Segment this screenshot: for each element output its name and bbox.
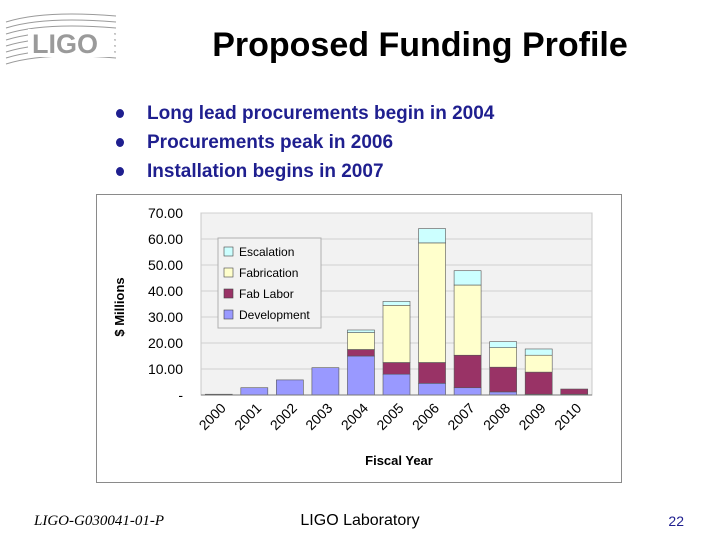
bar-segment-development-2006 xyxy=(418,383,446,396)
bullet-list: Long lead procurements begin in 2004 Pro… xyxy=(112,99,494,186)
y-tick-label: 30.00 xyxy=(148,309,183,325)
bullet-text: Long lead procurements begin in 2004 xyxy=(147,103,495,124)
x-tick-label: 2004 xyxy=(338,400,371,433)
y-tick-label: 60.00 xyxy=(148,231,183,247)
bullet-item: Installation begins in 2007 xyxy=(112,157,494,186)
y-tick-label: 40.00 xyxy=(148,283,183,299)
bullet-item: Procurements peak in 2006 xyxy=(112,128,494,157)
bullet-dot-icon xyxy=(116,167,124,176)
legend-label: Development xyxy=(239,308,310,322)
bar-segment-escalation-2009 xyxy=(524,348,553,356)
y-tick-label: 10.00 xyxy=(148,361,183,377)
bullet-item: Long lead procurements begin in 2004 xyxy=(112,99,494,128)
y-tick-label: 70.00 xyxy=(148,205,183,221)
bar-segment-development-2003 xyxy=(311,367,340,396)
bar-segment-escalation-2004 xyxy=(347,329,375,333)
bar-segment-fabrication-2008 xyxy=(489,347,517,368)
legend-label: Fab Labor xyxy=(239,287,294,301)
legend-swatch xyxy=(223,246,234,257)
bar-segment-fabrication-2009 xyxy=(524,354,553,373)
legend-swatch xyxy=(223,267,234,278)
x-tick-label: 2005 xyxy=(373,400,406,433)
slide-title: Proposed Funding Profile xyxy=(212,26,628,64)
bar-segment-fab-labor-2005 xyxy=(382,362,411,375)
document-id: LIGO-G030041-01-P xyxy=(34,513,164,529)
x-tick-label: 2009 xyxy=(515,400,548,433)
bullet-dot-icon xyxy=(116,138,124,147)
bar-segment-development-2004 xyxy=(347,355,375,396)
bar-segment-fab-labor-2004 xyxy=(347,349,375,357)
legend-label: Escalation xyxy=(239,245,294,259)
funding-chart: Escalation Fabrication Fab Labor Developmen… xyxy=(96,194,622,483)
x-tick-label: 2008 xyxy=(480,400,513,433)
legend-label: Fabrication xyxy=(239,266,298,280)
x-tick-label: 2006 xyxy=(409,400,442,433)
bar-segment-fab-labor-2008 xyxy=(489,366,517,393)
legend-swatch xyxy=(223,288,234,299)
organization-name: LIGO Laboratory xyxy=(300,512,420,529)
bullet-text: Procurements peak in 2006 xyxy=(147,132,394,153)
y-tick-label: 20.00 xyxy=(148,335,183,351)
bar-segment-fab-labor-2009 xyxy=(524,371,553,395)
legend: Escalation Fabrication Fab Labor Developmen… xyxy=(217,237,322,329)
bar-segment-fabrication-2004 xyxy=(347,332,375,350)
bar-segment-fab-labor-2006 xyxy=(418,362,446,384)
x-tick-label: 2010 xyxy=(551,400,584,433)
bar-segment-escalation-2007 xyxy=(453,270,482,286)
bar-segment-development-2001 xyxy=(240,387,269,396)
bar-segment-fabrication-2005 xyxy=(382,305,411,363)
page-number: 22 xyxy=(668,513,684,529)
bar-segment-escalation-2005 xyxy=(382,301,411,306)
x-axis-label: Fiscal Year xyxy=(365,453,433,468)
y-tick-label: - xyxy=(178,387,183,403)
x-tick-label: 2000 xyxy=(196,400,229,433)
ligo-logo: LIGO xyxy=(4,8,120,68)
bars xyxy=(204,228,589,396)
funding-chart-svg: Escalation Fabrication Fab Labor Developmen… xyxy=(112,205,593,468)
legend-swatch xyxy=(223,309,234,320)
x-tick-label: 2007 xyxy=(444,400,477,433)
logo-text: LIGO xyxy=(32,29,98,59)
legend-box xyxy=(217,237,322,329)
x-tick-label: 2002 xyxy=(267,400,300,433)
bar-segment-development-2005 xyxy=(382,373,411,396)
x-tick-label: 2001 xyxy=(231,400,264,433)
ligo-logo-graphic: LIGO xyxy=(5,13,117,65)
bullet-dot-icon xyxy=(116,109,124,118)
bar-segment-escalation-2008 xyxy=(489,341,517,348)
y-tick-label: 50.00 xyxy=(148,257,183,273)
x-tick-label: 2003 xyxy=(302,400,335,433)
bar-segment-escalation-2006 xyxy=(418,228,446,244)
bar-segment-fabrication-2006 xyxy=(418,242,446,363)
bar-segment-fabrication-2007 xyxy=(453,284,482,356)
bar-segment-fab-labor-2007 xyxy=(453,354,482,389)
bullet-text: Installation begins in 2007 xyxy=(147,161,384,182)
bar-segment-development-2002 xyxy=(276,379,304,396)
y-axis-label: $ Millions xyxy=(112,277,127,336)
bar-segment-fab-labor-2010 xyxy=(560,388,589,395)
bar-segment-development-2007 xyxy=(453,387,482,396)
